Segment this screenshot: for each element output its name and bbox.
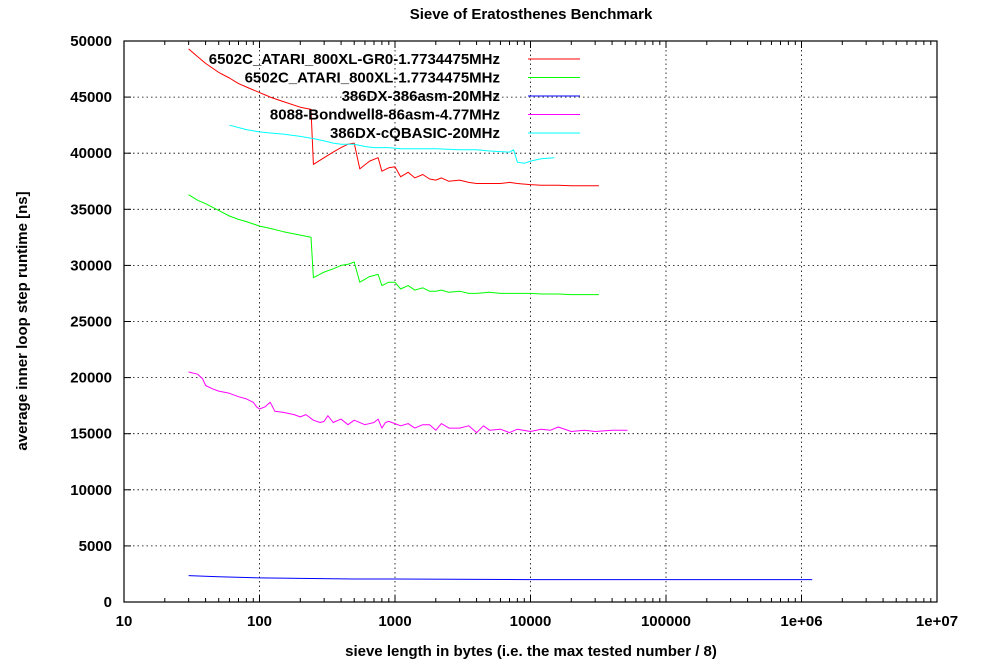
x-tick-label: 1000 <box>378 613 411 630</box>
y-tick-label: 40000 <box>70 145 112 162</box>
y-tick-label: 15000 <box>70 426 112 443</box>
axis-ticks: 10 100 1000 10000 100000 1e+06 1e+07 0 5000 10000… <box>70 33 958 630</box>
x-tick-label: 100 <box>247 613 272 630</box>
series-line-3 <box>188 575 813 581</box>
series-line-1 <box>188 48 599 187</box>
y-tick-label: 50000 <box>70 33 112 50</box>
legend-label-4: 8088-Bondwell8-86asm-4.77MHz <box>270 107 500 124</box>
y-tick-label: 45000 <box>70 89 112 106</box>
y-axis-label: average inner loop step runtime [ns] <box>14 191 31 450</box>
y-tick-label: 5000 <box>79 538 112 555</box>
x-tick-label: 1e+06 <box>780 613 822 630</box>
y-tick-label: 20000 <box>70 370 112 387</box>
legend: 6502C_ATARI_800XL-GR0-1.7734475MHz 6502C_… <box>209 51 580 142</box>
series-line-5 <box>229 124 555 164</box>
series-lines <box>188 48 813 581</box>
y-tick-label: 25000 <box>70 314 112 331</box>
chart-title: Sieve of Eratosthenes Benchmark <box>410 6 653 23</box>
legend-label-3: 386DX-386asm-20MHz <box>342 88 500 105</box>
y-tick-label: 35000 <box>70 201 112 218</box>
x-tick-label: 1e+07 <box>916 613 958 630</box>
series-line-2 <box>188 194 599 296</box>
x-tick-label: 10 <box>116 613 133 630</box>
y-tick-label: 0 <box>104 594 112 611</box>
y-tick-label: 10000 <box>70 482 112 499</box>
y-tick-label: 30000 <box>70 257 112 274</box>
series-line-4 <box>188 371 628 434</box>
legend-label-2: 6502C_ATARI_800XL-1.7734475MHz <box>245 70 500 87</box>
grid-lines <box>124 41 937 602</box>
legend-label-1: 6502C_ATARI_800XL-GR0-1.7734475MHz <box>209 51 500 68</box>
legend-label-5: 386DX-cQBASIC-20MHz <box>330 125 500 142</box>
x-axis-label: sieve length in bytes (i.e. the max test… <box>345 643 717 660</box>
x-tick-label: 10000 <box>510 613 552 630</box>
x-tick-label: 100000 <box>641 613 691 630</box>
